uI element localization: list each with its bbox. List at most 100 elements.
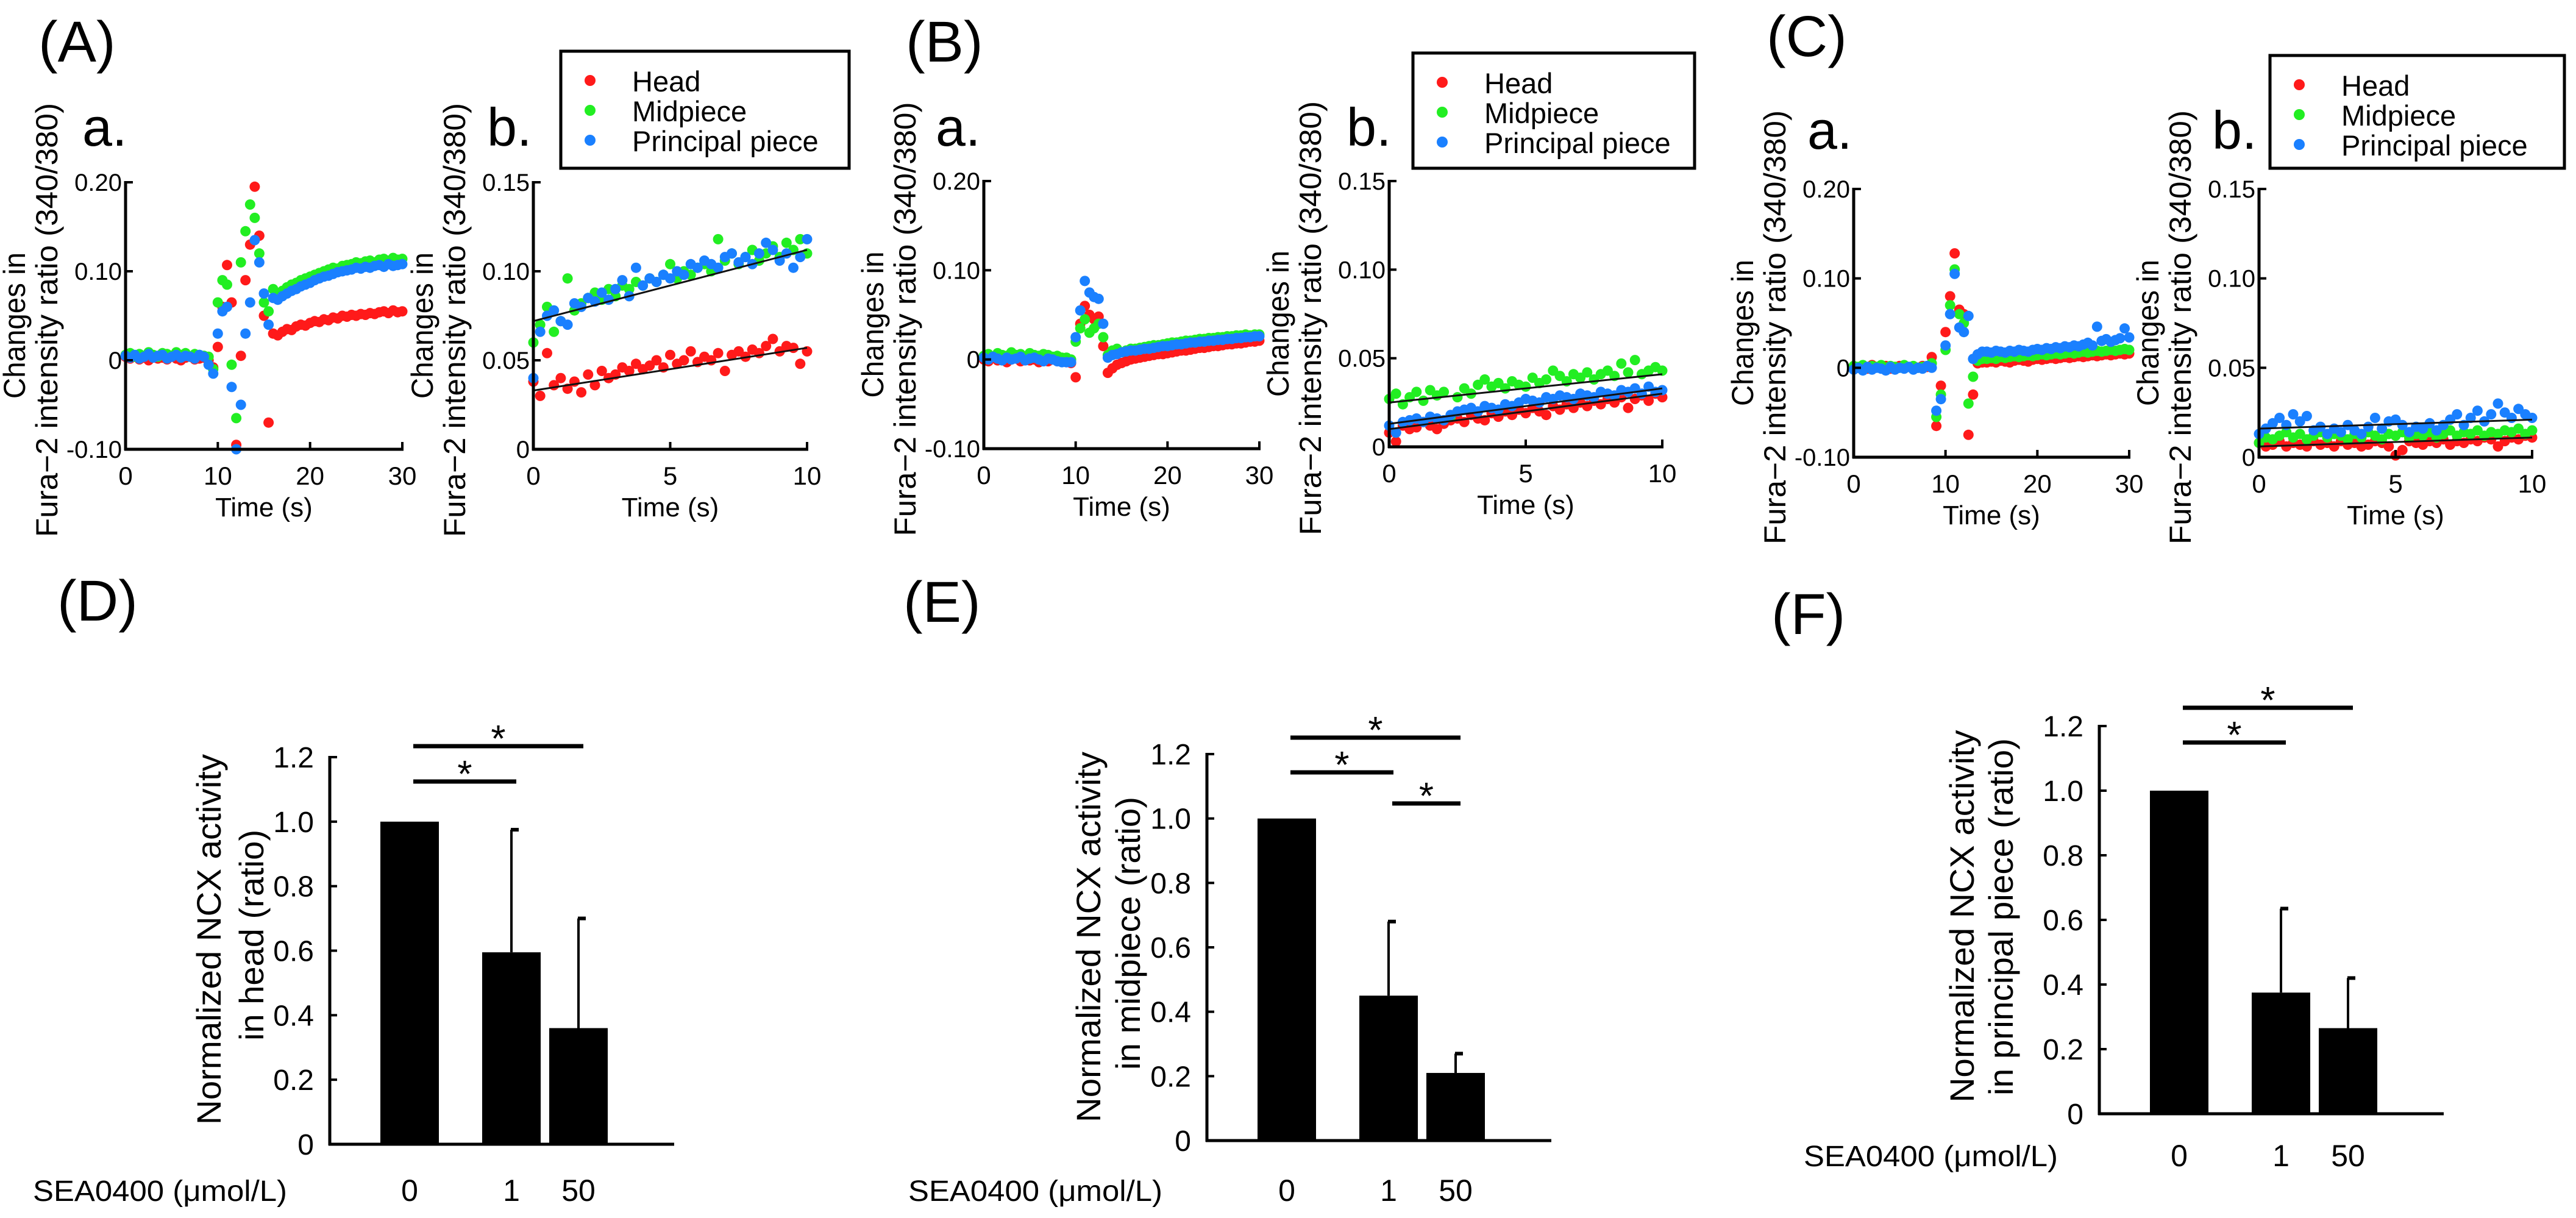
y-tick-label: 0.20 [1802, 176, 1850, 203]
data-point [244, 199, 255, 210]
data-point [1944, 291, 1955, 302]
y-tick-label: 1.0 [2043, 775, 2083, 808]
fit-line [1389, 387, 1663, 425]
y-tick-label: 0 [109, 347, 122, 374]
chart-e: (E) 0 1 50 SEA0400 (μmol/L) 0 0.2 0.4 0.6 0.8 1.0 1… [903, 570, 1551, 1208]
y-axis-label-line2: Fura−2 intensity ratio (340/380) [30, 103, 64, 537]
data-point [1968, 389, 1979, 400]
data-point [1931, 421, 1942, 432]
data-point [263, 319, 274, 330]
x-axis-label: Time (s) [1477, 490, 1574, 520]
x-tick-label: 10 [1648, 459, 1677, 488]
legend-box [1411, 51, 1696, 170]
legend-label: Midpiece [2341, 99, 2456, 132]
data-point [2506, 413, 2517, 423]
data-point [2124, 344, 2135, 355]
data-point [624, 283, 635, 294]
y-tick-label: 0.2 [1150, 1061, 1191, 1093]
data-point [212, 297, 223, 308]
y-axis-label-line1: Normalized NCX activity [1069, 752, 1108, 1122]
y-axis-label-line1: Changes in [0, 252, 32, 399]
data-point [2363, 421, 2374, 432]
panel-label: (D) [57, 569, 138, 633]
data-point [249, 181, 260, 192]
y-axis-label-line2: Fura−2 intensity ratio (340/380) [2163, 110, 2197, 544]
data-point [1623, 367, 1634, 378]
data-point [1657, 385, 1668, 396]
category-label: 0 [2171, 1139, 2188, 1173]
x-tick-label: 20 [2023, 469, 2052, 498]
data-point [596, 287, 607, 298]
significance-star: * [1419, 775, 1434, 817]
legend-marker [1437, 137, 1448, 148]
data-point [235, 257, 246, 268]
y-tick-label: 0.15 [1338, 168, 1386, 195]
data-point [665, 349, 675, 360]
data-point [542, 347, 552, 358]
fit-line [2258, 436, 2533, 447]
series-head [528, 333, 813, 401]
data-point [610, 283, 621, 294]
data-point [685, 346, 696, 357]
significance-star: * [491, 718, 505, 760]
data-point [2301, 411, 2312, 421]
y-tick-label: 0.10 [933, 257, 980, 284]
data-point [562, 273, 573, 284]
data-point [1963, 310, 1974, 321]
x-axis-label: Time (s) [215, 493, 313, 522]
data-point [1390, 427, 1401, 438]
subpanel-label: a. [1807, 100, 1852, 160]
significance-star: * [1334, 744, 1349, 786]
subpanel-label: b. [1347, 97, 1391, 157]
x-tick-label: 10 [793, 461, 822, 490]
y-tick-label: 0.6 [273, 936, 314, 968]
category-label: 0 [1278, 1173, 1295, 1208]
bar-1 [1359, 995, 1418, 1141]
data-point [1643, 395, 1654, 406]
series-midpiece [1384, 355, 1668, 422]
bar-0 [1258, 818, 1316, 1141]
legend-label: Midpiece [1484, 97, 1599, 129]
data-point [235, 351, 246, 361]
data-point [1949, 268, 1960, 279]
y-axis-label-line1: Changes in [2131, 260, 2165, 406]
legend-marker [1437, 107, 1448, 118]
data-point [1418, 395, 1429, 406]
y-axis-label-line2: Fura−2 intensity ratio (340/380) [888, 102, 922, 536]
data-point [249, 212, 260, 223]
y-tick-label: 0.10 [482, 258, 530, 285]
data-point [1940, 340, 1951, 351]
legend-marker [2294, 139, 2305, 150]
data-point [199, 351, 210, 362]
y-axis-label-line1: Changes in [856, 252, 890, 398]
data-point [1254, 331, 1265, 342]
data-point [240, 328, 251, 339]
data-point [549, 326, 560, 337]
category-label: 1 [503, 1173, 520, 1208]
y-tick-label: 0.2 [2043, 1034, 2083, 1066]
data-point [753, 248, 764, 259]
panel-label: (A) [38, 10, 116, 74]
panel-label: (F) [1771, 582, 1845, 647]
y-tick-label: 0 [2242, 444, 2255, 471]
data-point [651, 277, 662, 287]
data-point [1066, 357, 1076, 368]
series-principal-piece [2254, 398, 2538, 440]
legend-marker [585, 75, 596, 86]
series-midpiece [2254, 423, 2538, 448]
data-point [1968, 371, 1979, 382]
data-point [624, 366, 635, 376]
data-point [713, 262, 724, 273]
y-axis-label-line1: Normalized NCX activity [1943, 730, 1981, 1103]
data-point [1949, 248, 1960, 259]
y-tick-label: 0.15 [482, 169, 530, 196]
data-point [2119, 323, 2130, 334]
data-point [212, 328, 223, 339]
data-point [1931, 405, 1942, 416]
x-axis-label: Time (s) [2347, 500, 2444, 530]
x-axis-label: Time (s) [1073, 492, 1170, 522]
